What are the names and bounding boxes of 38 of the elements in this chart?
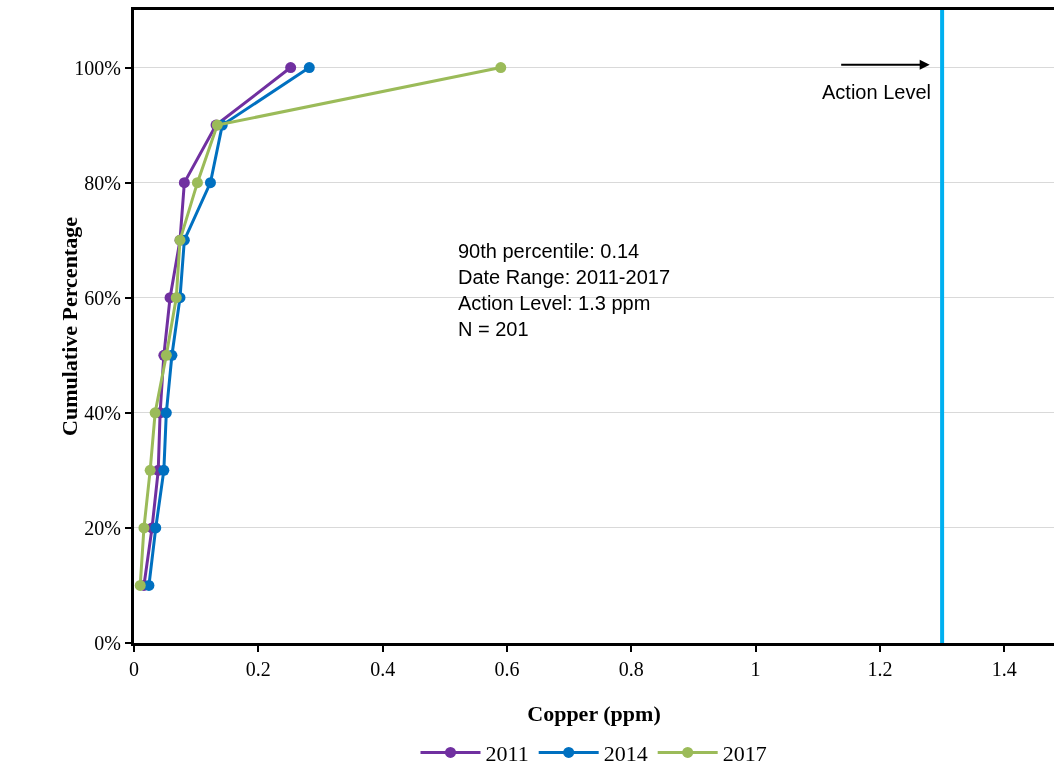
x-tick-label: 0.2 [245,658,271,680]
point [158,464,170,476]
x-tick-label: 1.4 [991,658,1017,680]
point [144,464,156,476]
annotation: Action Level: 1.3 ppm [458,292,651,314]
y-tick-label: 80% [84,171,121,194]
x-axis-title: Copper (ppm) [527,701,661,726]
y-tick-label: 40% [84,401,121,424]
point [178,177,190,189]
point [495,62,507,74]
x-tick-label: 0.4 [370,658,396,680]
x-tick-label: 1.2 [867,658,893,680]
point [204,177,216,189]
ref-line-label: Action Level [822,81,931,103]
y-tick-label: 100% [74,56,121,79]
x-tick-label: 0.8 [618,658,644,680]
legend-label: 2014 [603,741,648,766]
legend-label: 2011 [485,741,529,766]
y-tick-label: 0% [94,632,121,654]
y-tick-label: 20% [84,516,121,539]
y-tick-label: 60% [84,286,121,309]
point [138,522,150,534]
x-tick-label: 1 [750,658,761,680]
x-tick-label: 0 [129,658,139,680]
point [170,292,182,304]
point [134,579,146,591]
point [160,407,172,419]
annotation: 90th percentile: 0.14 [458,240,640,262]
legend-label: 2017 [722,741,767,766]
point [150,522,162,534]
y-axis-title: Cumulative Percentage [57,216,83,436]
x-tick-label: 0.6 [494,658,520,680]
point [285,62,297,74]
point [149,407,161,419]
annotation: N = 201 [458,318,529,340]
point [191,177,203,189]
annotation: Date Range: 2011-2017 [458,266,671,288]
point [303,62,315,74]
